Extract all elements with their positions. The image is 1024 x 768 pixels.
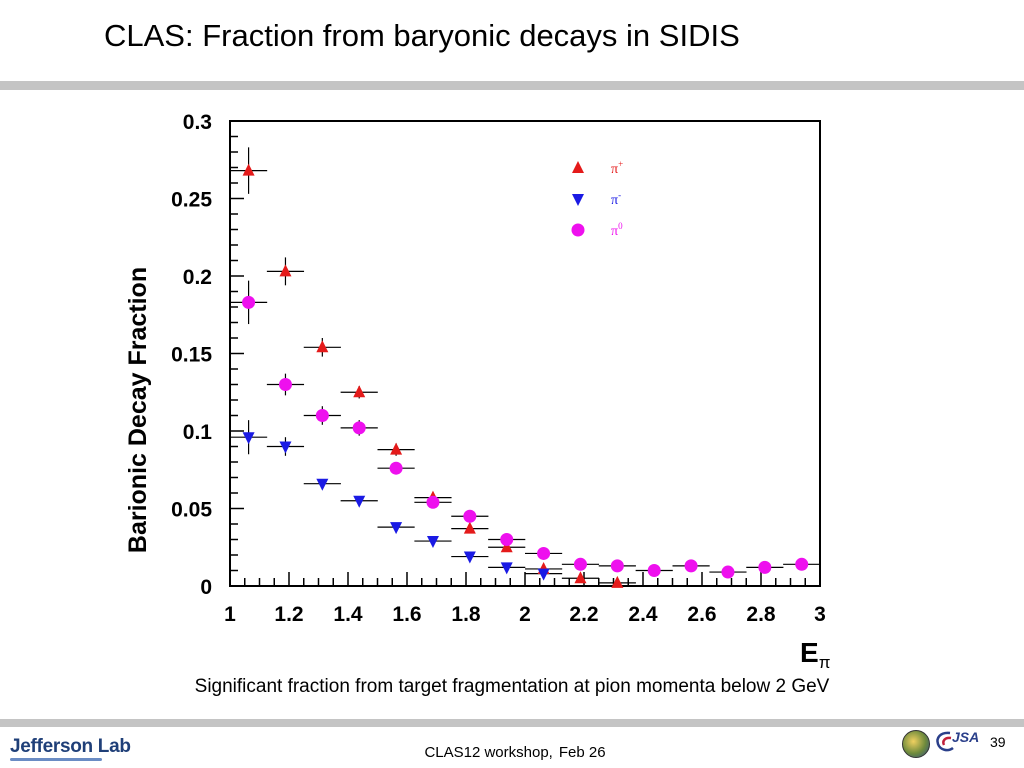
- y-tick-label: 0.15: [171, 344, 212, 367]
- x-tick-label: 1: [224, 603, 236, 626]
- doe-seal-icon: [902, 730, 930, 758]
- pi-zero-point: [242, 295, 256, 309]
- pi-zero-point: [610, 559, 624, 573]
- slide-title: CLAS: Fraction from baryonic decays in S…: [104, 18, 740, 53]
- pi-minus-point: [537, 568, 550, 581]
- legend-label-base: π: [611, 224, 618, 239]
- jsa-mark-icon: [936, 731, 954, 752]
- pi-plus-point: [242, 163, 255, 176]
- pi-zero-point: [537, 546, 551, 560]
- legend-label-base: π: [611, 193, 618, 208]
- x-tick-label: 1.2: [274, 603, 303, 626]
- x-tick-label: 2.4: [628, 603, 658, 626]
- x-axis-label-main: E: [800, 637, 819, 668]
- title-divider: [0, 81, 1024, 90]
- x-tick-label: 1.4: [333, 603, 363, 626]
- pi-plus-point: [500, 540, 513, 553]
- y-tick-label: 0.2: [183, 266, 212, 289]
- pi-minus-point: [353, 495, 366, 508]
- pi-zero-point: [463, 509, 477, 523]
- x-tick-label: 1.6: [392, 603, 421, 626]
- pi-plus-point: [316, 340, 329, 353]
- pi-zero-point: [758, 560, 772, 574]
- pi-plus-point: [353, 385, 366, 398]
- pi-minus-point: [316, 478, 329, 491]
- pi-plus-point: [463, 521, 476, 534]
- pi-minus-point: [426, 536, 439, 549]
- jefferson-lab-logo-text: Jefferson Lab: [10, 736, 131, 757]
- x-tick-label: 2.2: [569, 603, 598, 626]
- x-tick-label: 3: [814, 603, 826, 626]
- pi-zero-point: [500, 533, 514, 546]
- x-axis-label-sub: π: [819, 653, 831, 672]
- footer-event-name: CLAS12 workshop,: [424, 744, 553, 761]
- y-tick-label: 0.05: [171, 499, 212, 522]
- pi-zero-point: [278, 378, 292, 391]
- logo-swoosh: [10, 758, 102, 761]
- slide-caption: Significant fraction from target fragmen…: [194, 676, 830, 697]
- y-tick-label: 0.1: [183, 421, 213, 444]
- jsa-logo: JSA: [934, 728, 984, 758]
- x-tick-label: 2: [519, 603, 531, 626]
- legend-marker-pi-plus: [572, 161, 584, 173]
- legend-label-sup: +: [618, 159, 623, 169]
- plot-frame: [229, 120, 821, 587]
- footer-divider: [0, 719, 1024, 727]
- legend-label-base: π: [611, 162, 618, 177]
- jsa-logo-text: JSA: [952, 729, 980, 745]
- pi-plus-point: [279, 264, 292, 277]
- pi-plus-point: [574, 571, 587, 584]
- legend-label-sup: 0: [618, 221, 623, 231]
- pi-zero-point: [684, 559, 698, 573]
- pi-minus-point: [390, 522, 403, 535]
- pi-minus-point: [500, 562, 513, 575]
- footer-date: Feb 26: [558, 744, 606, 761]
- pi-zero-point: [426, 495, 440, 509]
- pi-zero-point: [795, 557, 809, 571]
- footer-event: CLAS12 workshop, Feb 26: [0, 744, 1024, 761]
- pi-zero-point: [389, 461, 403, 475]
- baryonic-fraction-chart: 1 1.2 1.4 1.6 1.8 2 2.2 2.4 2.6 2.8 3 0 0.05 0.1 0.15 0…: [124, 111, 830, 672]
- pi-minus-point: [242, 432, 255, 445]
- y-axis-label: Barionic Decay Fraction: [124, 267, 152, 553]
- y-tick-label: 0: [200, 576, 212, 599]
- x-tick-label: 2.6: [687, 603, 716, 626]
- legend-label-pi-minus: π-: [611, 190, 621, 208]
- pi-minus-point: [463, 551, 476, 564]
- jefferson-lab-logo: Jefferson Lab: [8, 736, 138, 762]
- pi-plus-point: [390, 442, 403, 455]
- x-axis-label: Eπ: [800, 637, 830, 672]
- pi-zero-point: [721, 565, 735, 579]
- pi-zero-point: [647, 564, 661, 577]
- legend-label-pi-plus: π+: [611, 159, 623, 177]
- pi-plus-point: [611, 575, 624, 588]
- legend-marker-pi-minus: [572, 194, 584, 206]
- pi-minus-point: [279, 441, 292, 454]
- legend-marker-pi-zero: [571, 223, 585, 237]
- pi-zero-point: [352, 421, 366, 435]
- pi-zero-point: [573, 557, 587, 571]
- x-tick-label: 1.8: [451, 603, 481, 626]
- y-tick-label: 0.25: [171, 189, 212, 212]
- page-number: 39: [990, 734, 1006, 750]
- x-tick-label: 2.8: [746, 603, 776, 626]
- legend-label-sup: -: [618, 190, 621, 200]
- legend-label-pi-zero: π0: [611, 221, 623, 239]
- pi-zero-point: [315, 409, 329, 422]
- y-tick-label: 0.3: [183, 111, 212, 134]
